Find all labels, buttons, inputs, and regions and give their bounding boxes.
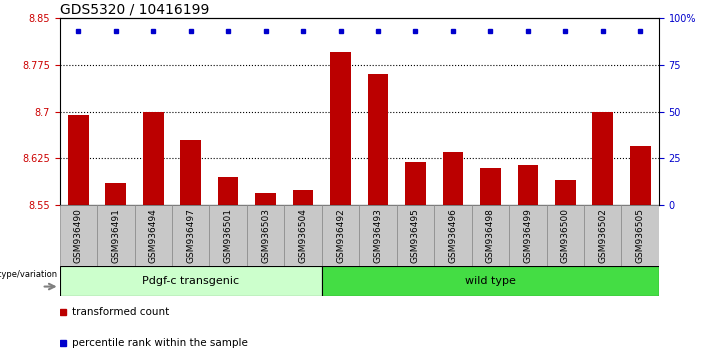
Bar xyxy=(68,115,88,205)
Text: Pdgf-c transgenic: Pdgf-c transgenic xyxy=(142,275,239,286)
Text: GSM936493: GSM936493 xyxy=(374,208,383,263)
Bar xyxy=(135,205,172,266)
Text: GSM936501: GSM936501 xyxy=(224,208,233,263)
Bar xyxy=(622,205,659,266)
Text: wild type: wild type xyxy=(465,275,516,286)
Text: GSM936490: GSM936490 xyxy=(74,208,83,263)
Bar xyxy=(330,52,350,205)
Text: GSM936494: GSM936494 xyxy=(149,208,158,263)
Text: GSM936505: GSM936505 xyxy=(636,208,645,263)
Text: transformed count: transformed count xyxy=(72,307,169,316)
Bar xyxy=(442,152,463,205)
Bar xyxy=(60,266,322,296)
Bar xyxy=(584,205,622,266)
Bar xyxy=(285,205,322,266)
Bar xyxy=(592,112,613,205)
Text: GSM936492: GSM936492 xyxy=(336,208,345,263)
Bar xyxy=(480,168,501,205)
Text: GSM936498: GSM936498 xyxy=(486,208,495,263)
Text: GSM936500: GSM936500 xyxy=(561,208,570,263)
Bar xyxy=(397,205,434,266)
Bar xyxy=(60,205,97,266)
Text: GSM936504: GSM936504 xyxy=(299,208,308,263)
Text: GSM936499: GSM936499 xyxy=(524,208,532,263)
Bar xyxy=(143,112,163,205)
Bar xyxy=(180,139,201,205)
Bar xyxy=(218,177,238,205)
Text: GSM936502: GSM936502 xyxy=(598,208,607,263)
Bar xyxy=(368,74,388,205)
Bar xyxy=(630,146,651,205)
Text: GSM936491: GSM936491 xyxy=(111,208,121,263)
Text: GSM936495: GSM936495 xyxy=(411,208,420,263)
Text: GSM936496: GSM936496 xyxy=(449,208,458,263)
Bar xyxy=(255,193,276,205)
Bar xyxy=(517,165,538,205)
Bar xyxy=(555,180,576,205)
Bar xyxy=(322,205,359,266)
Text: GSM936497: GSM936497 xyxy=(186,208,195,263)
Bar xyxy=(434,205,472,266)
Text: GSM936503: GSM936503 xyxy=(261,208,270,263)
Text: GDS5320 / 10416199: GDS5320 / 10416199 xyxy=(60,2,209,17)
Text: genotype/variation: genotype/variation xyxy=(0,270,57,279)
Bar xyxy=(405,161,426,205)
Bar xyxy=(359,205,397,266)
Bar xyxy=(547,205,584,266)
Text: percentile rank within the sample: percentile rank within the sample xyxy=(72,338,247,348)
Bar xyxy=(472,205,509,266)
Bar xyxy=(105,183,126,205)
Bar xyxy=(322,266,659,296)
Bar xyxy=(247,205,285,266)
Bar xyxy=(210,205,247,266)
Bar xyxy=(509,205,547,266)
Bar xyxy=(293,190,313,205)
Bar xyxy=(172,205,210,266)
Bar xyxy=(97,205,135,266)
